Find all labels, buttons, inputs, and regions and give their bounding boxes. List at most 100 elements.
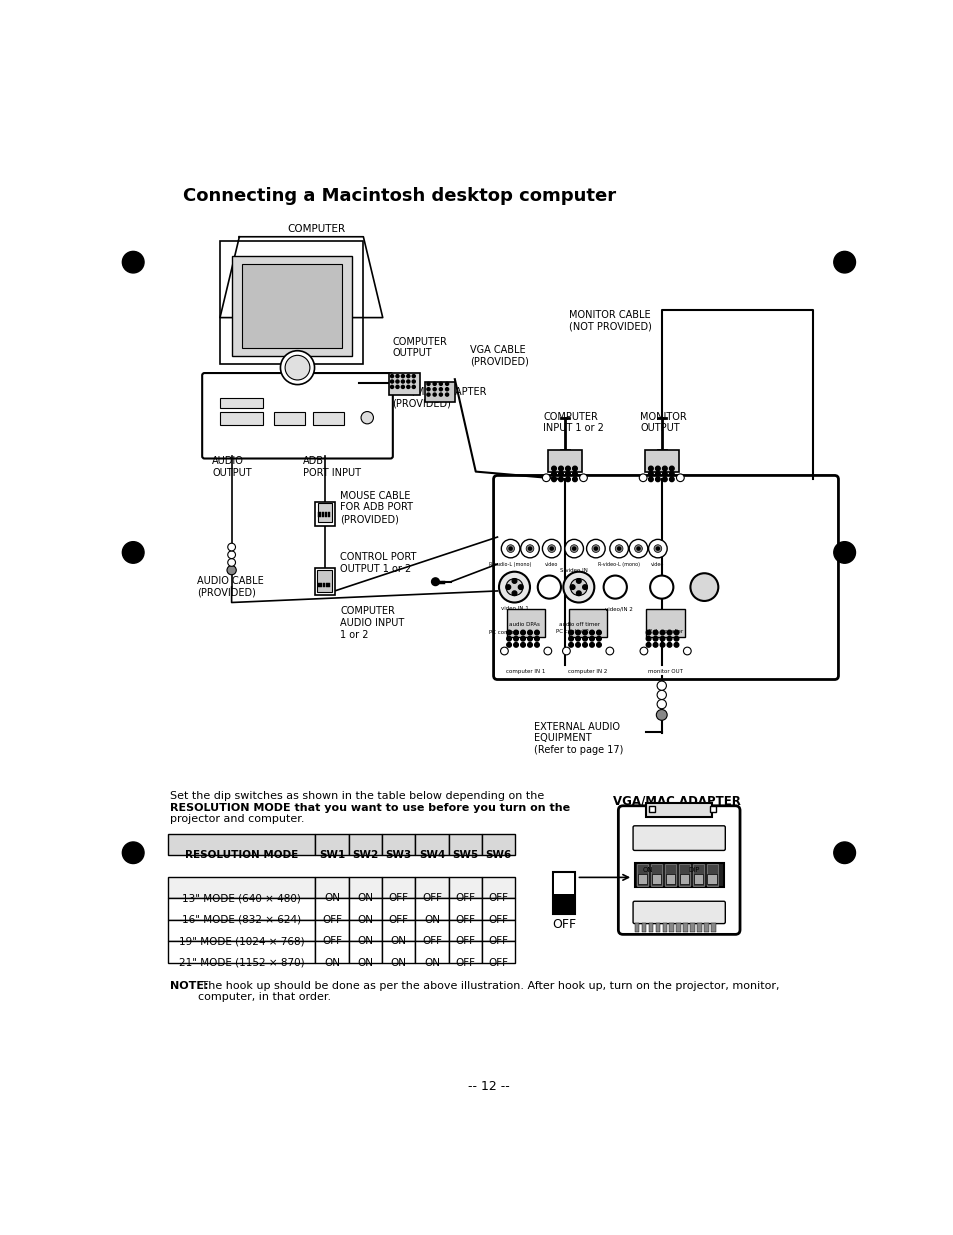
Circle shape (648, 466, 653, 471)
Bar (168, 834, 315, 855)
Circle shape (506, 545, 514, 552)
Circle shape (562, 647, 570, 655)
Bar (706, 864, 717, 885)
Circle shape (639, 474, 646, 482)
FancyBboxPatch shape (633, 826, 724, 851)
Circle shape (542, 474, 550, 482)
FancyBboxPatch shape (618, 805, 740, 935)
Bar (553, 872, 575, 914)
Circle shape (656, 710, 666, 720)
Circle shape (674, 636, 679, 641)
Circle shape (500, 540, 519, 558)
Text: OFF: OFF (388, 893, 408, 903)
Text: 16" MODE (832 × 624): 16" MODE (832 × 624) (182, 915, 301, 925)
Circle shape (589, 636, 594, 641)
Bar (241, 264, 342, 348)
Text: ON: ON (357, 958, 373, 968)
Text: SW5: SW5 (452, 850, 477, 860)
Text: RESOLUTION MODE: RESOLUTION MODE (185, 850, 298, 860)
Circle shape (582, 585, 587, 589)
Circle shape (513, 630, 517, 635)
Text: ON: ON (390, 958, 406, 968)
Circle shape (433, 388, 436, 390)
Circle shape (575, 630, 579, 635)
Circle shape (592, 545, 599, 552)
Circle shape (669, 466, 674, 471)
Circle shape (565, 466, 570, 471)
Circle shape (551, 466, 556, 471)
Circle shape (654, 545, 661, 552)
Circle shape (285, 356, 310, 380)
Bar (676, 923, 680, 932)
Text: OFF: OFF (488, 958, 508, 968)
Circle shape (661, 472, 666, 477)
Text: SW6: SW6 (485, 850, 511, 860)
Bar (415, 898, 448, 920)
Bar (547, 450, 581, 472)
Bar (679, 873, 688, 883)
Bar (709, 805, 716, 811)
Bar (220, 398, 262, 409)
Circle shape (520, 540, 538, 558)
Text: MONITOR
OUTPUT: MONITOR OUTPUT (639, 411, 686, 433)
Bar (232, 256, 352, 356)
Circle shape (645, 642, 650, 647)
Circle shape (558, 466, 562, 471)
Circle shape (506, 636, 511, 641)
Circle shape (427, 393, 430, 396)
Circle shape (666, 642, 671, 647)
Text: SW1: SW1 (318, 850, 345, 860)
Circle shape (445, 383, 448, 385)
Circle shape (659, 642, 664, 647)
Circle shape (582, 642, 587, 647)
Circle shape (637, 547, 639, 550)
Circle shape (517, 585, 522, 589)
Circle shape (582, 636, 587, 641)
Bar (637, 864, 647, 885)
Bar (325, 583, 328, 587)
Bar (665, 873, 674, 883)
Circle shape (579, 474, 587, 482)
Text: VGA/MAC ADAPTER
(PROVIDED): VGA/MAC ADAPTER (PROVIDED) (392, 387, 486, 409)
Text: audio off timer: audio off timer (558, 621, 599, 626)
Circle shape (550, 547, 553, 550)
Circle shape (617, 547, 620, 550)
Bar (655, 923, 659, 932)
Circle shape (669, 477, 674, 482)
Bar (318, 513, 320, 517)
Circle shape (833, 252, 855, 273)
Text: ON: ON (641, 867, 652, 873)
Text: NOTE:: NOTE: (170, 982, 208, 992)
Text: monitor OUT: monitor OUT (647, 669, 682, 674)
Text: ON: ON (357, 893, 373, 903)
Bar (669, 923, 674, 932)
Text: computer IN 1: computer IN 1 (506, 669, 545, 674)
Circle shape (674, 630, 679, 635)
FancyBboxPatch shape (633, 902, 724, 924)
Circle shape (505, 585, 510, 589)
Circle shape (395, 380, 398, 383)
Text: OFF: OFF (322, 936, 341, 946)
Bar (415, 877, 448, 898)
Circle shape (547, 545, 555, 552)
Circle shape (543, 647, 551, 655)
Bar (448, 920, 481, 941)
Text: 19" MODE (1024 × 768): 19" MODE (1024 × 768) (179, 936, 304, 946)
Circle shape (534, 636, 538, 641)
Bar (641, 923, 645, 932)
Circle shape (360, 411, 373, 424)
Bar (554, 894, 574, 914)
Circle shape (512, 592, 517, 595)
Circle shape (520, 642, 525, 647)
Text: 6: 6 (709, 889, 713, 894)
Text: ON: ON (324, 893, 339, 903)
Text: OFF: OFF (421, 936, 441, 946)
Circle shape (565, 472, 570, 477)
Bar (323, 583, 325, 587)
Circle shape (653, 630, 658, 635)
Circle shape (609, 540, 628, 558)
Text: SW4: SW4 (418, 850, 445, 860)
Polygon shape (220, 237, 382, 317)
Circle shape (661, 466, 666, 471)
Text: OFF: OFF (488, 915, 508, 925)
